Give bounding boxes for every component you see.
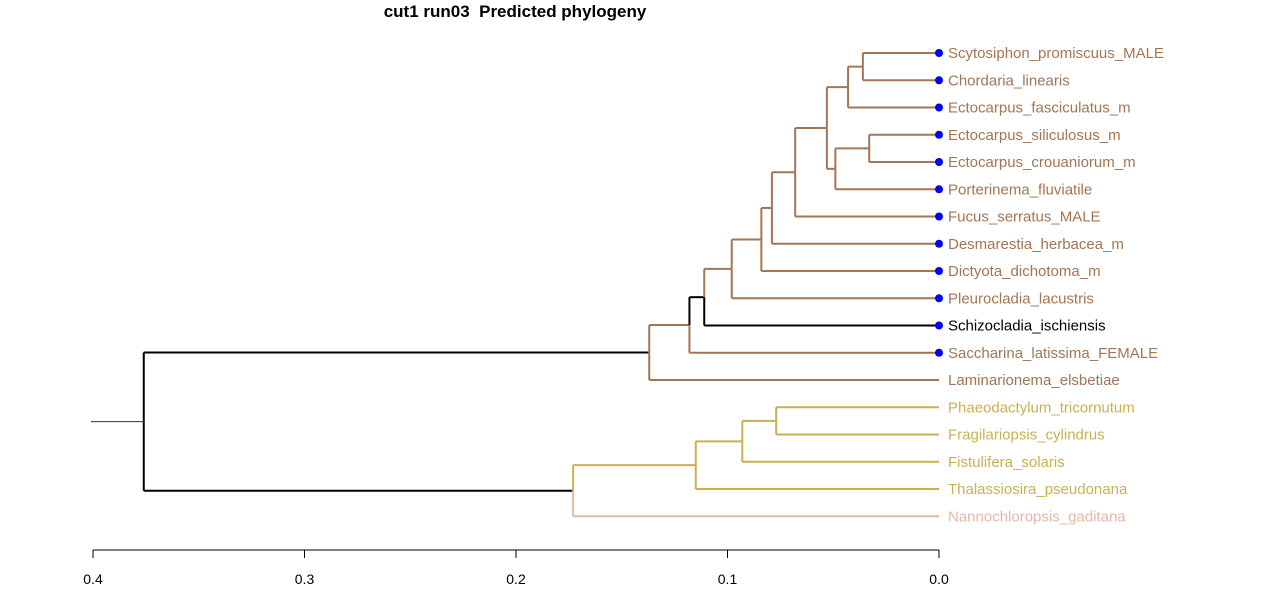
leaf-marker-dot	[935, 321, 943, 330]
leaf-label: Porterinema_fluviatile	[948, 181, 1092, 198]
leaf-label: Laminarionema_elsbetiae	[948, 372, 1120, 389]
tick-label: 0.0	[929, 571, 949, 587]
leaf-label: Fistulifera_solaris	[948, 454, 1065, 471]
tree-branches	[91, 49, 943, 518]
leaf-label: Saccharina_latissima_FEMALE	[948, 345, 1158, 362]
leaf-label: Nannochloropsis_gaditana	[948, 508, 1126, 525]
leaf-label: Dictyota_dichotoma_m	[948, 263, 1101, 280]
leaf-labels: Scytosiphon_promiscuus_MALE Chordaria_lin…	[948, 45, 1164, 525]
leaf-label: Phaeodactylum_tricornutum	[948, 399, 1135, 416]
leaf-label: Pleurocladia_lacustris	[948, 290, 1094, 307]
leaf-label: Thalassiosira_pseudonana	[948, 481, 1128, 498]
tree-title: cut1 run03 Predicted phylogeny	[383, 2, 647, 21]
leaf-marker-dot	[935, 49, 943, 57]
leaf-marker-dot	[935, 267, 943, 275]
leaf-marker-dot	[935, 212, 943, 221]
tick-label: 0.4	[83, 571, 103, 587]
x-axis: 0.4 0.3 0.2 0.1 0.0	[83, 549, 949, 587]
leaf-marker-dot	[935, 130, 943, 139]
leaf-label: Ectocarpus_siliculosus_m	[948, 127, 1121, 144]
leaf-label: Ectocarpus_fasciculatus_m	[948, 100, 1131, 117]
leaf-label: Scytosiphon_promiscuus_MALE	[948, 45, 1164, 62]
leaf-marker-dot	[935, 103, 943, 112]
leaf-marker-dot	[935, 158, 943, 166]
tick-label: 0.3	[295, 571, 315, 587]
leaf-label: Schizocladia_ischiensis	[948, 318, 1106, 335]
leaf-label: Desmarestia_herbacea_m	[948, 236, 1124, 253]
leaf-label: Fucus_serratus_MALE	[948, 209, 1101, 226]
tick-label: 0.1	[718, 571, 738, 587]
leaf-label: Chordaria_linearis	[948, 72, 1070, 89]
leaf-marker-dot	[935, 239, 943, 248]
leaf-marker-dot	[935, 348, 943, 357]
tick-label: 0.2	[506, 571, 526, 587]
leaf-label: Fragilariopsis_cylindrus	[948, 427, 1105, 444]
leaf-marker-dot	[935, 294, 943, 303]
leaf-label: Ectocarpus_crouaniorum_m	[948, 154, 1136, 171]
leaf-marker-dot	[935, 76, 943, 85]
leaf-marker-dot	[935, 185, 943, 194]
